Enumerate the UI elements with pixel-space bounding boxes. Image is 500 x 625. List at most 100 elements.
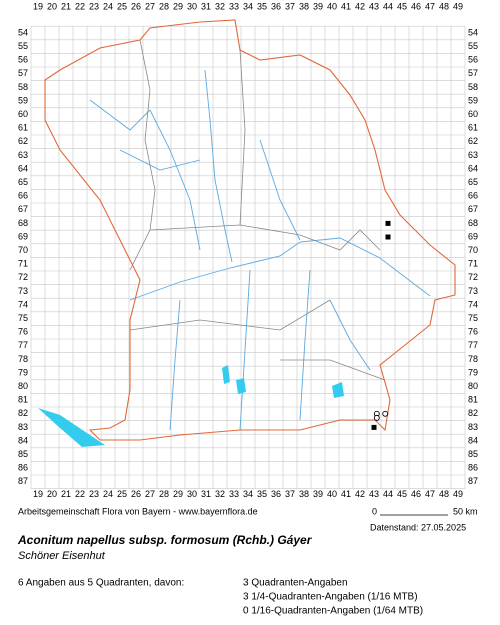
row-label: 63 [18, 150, 28, 160]
column-label: 36 [271, 1, 281, 11]
column-label: 40 [327, 1, 337, 11]
row-label: 81 [18, 395, 28, 405]
row-label: 80 [18, 381, 28, 391]
row-label: 54 [468, 27, 478, 37]
column-label: 49 [453, 489, 463, 499]
row-label: 59 [18, 95, 28, 105]
row-label: 73 [468, 286, 478, 296]
column-label: 27 [145, 1, 155, 11]
row-label: 58 [468, 82, 478, 92]
row-label: 66 [468, 191, 478, 201]
column-label: 41 [341, 1, 351, 11]
row-label: 85 [468, 449, 478, 459]
row-label: 61 [18, 123, 28, 133]
column-label: 26 [131, 489, 141, 499]
row-label: 71 [18, 259, 28, 269]
records [371, 220, 391, 430]
row-label: 87 [468, 476, 478, 486]
quadrant-record [371, 424, 377, 430]
rivers [89, 69, 431, 431]
row-label: 81 [468, 395, 478, 405]
summary-line: 3 Quadranten-Angaben [243, 578, 348, 589]
column-label: 24 [103, 489, 113, 499]
row-label: 76 [468, 327, 478, 337]
row-label: 82 [18, 408, 28, 418]
row-label: 65 [468, 177, 478, 187]
column-label: 22 [75, 1, 85, 11]
grid: 19 19 20 20 21 21 22 22 23 23 24 24 25 25 26 26 27 27 28 28… [18, 1, 478, 499]
scale-end: 50 km [453, 506, 478, 516]
row-label: 66 [18, 191, 28, 201]
column-label: 39 [313, 489, 323, 499]
row-label: 79 [18, 367, 28, 377]
column-label: 49 [453, 1, 463, 11]
row-label: 62 [468, 136, 478, 146]
column-label: 23 [89, 489, 99, 499]
row-label: 60 [18, 109, 28, 119]
column-label: 44 [383, 489, 393, 499]
column-label: 35 [257, 489, 267, 499]
column-label: 34 [243, 489, 253, 499]
quarter-record [382, 410, 389, 417]
row-label: 80 [468, 381, 478, 391]
column-label: 27 [145, 489, 155, 499]
row-label: 55 [468, 41, 478, 51]
column-label: 21 [61, 489, 71, 499]
column-label: 48 [439, 1, 449, 11]
lakes [38, 365, 344, 447]
row-label: 84 [468, 435, 478, 445]
species-common: Schöner Eisenhut [18, 550, 106, 562]
summary-line: 3 1/4-Quadranten-Angaben (1/16 MTB) [243, 592, 418, 603]
column-label: 30 [187, 489, 197, 499]
column-label: 32 [215, 1, 225, 11]
column-label: 25 [117, 489, 127, 499]
column-label: 21 [61, 1, 71, 11]
column-label: 30 [187, 1, 197, 11]
row-label: 64 [468, 163, 478, 173]
column-label: 20 [47, 1, 57, 11]
column-label: 29 [173, 489, 183, 499]
column-label: 22 [75, 489, 85, 499]
species-name: Aconitum napellus subsp. formosum (Rchb.… [17, 533, 313, 547]
row-label: 72 [468, 272, 478, 282]
column-label: 26 [131, 1, 141, 11]
row-label: 70 [468, 245, 478, 255]
row-label: 74 [18, 299, 28, 309]
column-label: 47 [425, 1, 435, 11]
row-label: 79 [468, 367, 478, 377]
row-label: 63 [468, 150, 478, 160]
column-label: 31 [201, 489, 211, 499]
column-label: 40 [327, 489, 337, 499]
column-label: 19 [33, 1, 43, 11]
column-label: 45 [397, 489, 407, 499]
row-label: 64 [18, 163, 28, 173]
column-label: 19 [33, 489, 43, 499]
row-label: 68 [468, 218, 478, 228]
column-label: 43 [369, 1, 379, 11]
row-label: 83 [18, 422, 28, 432]
row-label: 71 [468, 259, 478, 269]
row-label: 77 [18, 340, 28, 350]
row-label: 76 [18, 327, 28, 337]
column-label: 25 [117, 1, 127, 11]
column-label: 37 [285, 1, 295, 11]
row-label: 86 [468, 463, 478, 473]
row-label: 75 [18, 313, 28, 323]
row-label: 58 [18, 82, 28, 92]
row-label: 57 [18, 68, 28, 78]
column-label: 48 [439, 489, 449, 499]
row-label: 54 [18, 27, 28, 37]
column-label: 46 [411, 489, 421, 499]
row-label: 87 [18, 476, 28, 486]
quadrant-record [385, 234, 391, 240]
row-label: 62 [18, 136, 28, 146]
date: Datenstand: 27.05.2025 [370, 522, 466, 532]
row-label: 69 [18, 231, 28, 241]
row-label: 59 [468, 95, 478, 105]
column-label: 32 [215, 489, 225, 499]
row-label: 77 [468, 340, 478, 350]
row-label: 84 [18, 435, 28, 445]
quadrant-record [385, 220, 391, 226]
column-label: 36 [271, 489, 281, 499]
